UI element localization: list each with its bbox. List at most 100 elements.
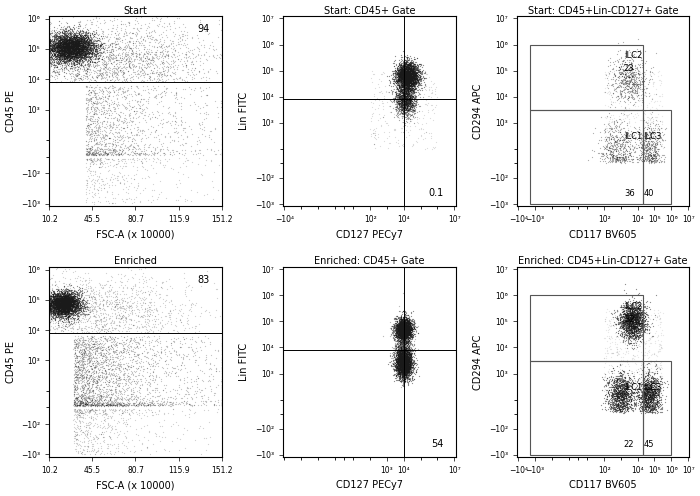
Point: [390, 325, 401, 333]
Point: [211, 150, 222, 158]
Point: [643, 334, 655, 342]
Point: [141, 49, 152, 57]
Point: [402, 359, 414, 367]
Point: [403, 322, 414, 330]
Point: [46, 305, 57, 312]
Point: [117, 401, 128, 409]
Point: [405, 70, 416, 78]
Point: [629, 148, 640, 156]
Point: [50, 304, 62, 312]
Point: [119, 345, 130, 353]
Point: [648, 152, 659, 160]
Point: [408, 72, 419, 80]
Point: [91, 302, 102, 310]
Point: [400, 316, 411, 324]
Point: [74, 397, 85, 405]
Point: [611, 393, 622, 401]
Point: [399, 88, 410, 96]
Point: [398, 82, 409, 90]
Point: [399, 338, 410, 346]
Point: [403, 65, 414, 73]
Point: [626, 109, 637, 117]
Point: [171, 348, 182, 356]
Point: [620, 387, 631, 395]
Point: [88, 400, 99, 408]
Point: [612, 142, 624, 150]
Point: [50, 312, 62, 320]
Point: [401, 359, 412, 367]
Point: [87, 395, 98, 403]
Point: [61, 297, 72, 305]
Point: [398, 326, 409, 334]
Point: [394, 348, 405, 356]
Point: [624, 382, 636, 390]
Point: [399, 328, 410, 336]
Point: [407, 72, 419, 80]
Point: [56, 56, 67, 63]
Point: [76, 53, 88, 61]
Point: [80, 61, 91, 68]
Point: [399, 79, 410, 87]
Point: [402, 72, 413, 80]
Point: [87, 444, 98, 452]
Point: [72, 33, 83, 41]
Point: [91, 395, 102, 403]
Point: [64, 301, 75, 309]
Point: [408, 375, 419, 383]
Point: [62, 50, 74, 58]
Point: [400, 74, 411, 82]
Point: [80, 394, 92, 402]
Point: [58, 58, 69, 65]
Point: [99, 340, 110, 348]
Point: [624, 88, 636, 96]
Point: [69, 396, 80, 404]
Point: [654, 365, 665, 372]
Point: [401, 351, 412, 359]
Point: [64, 314, 76, 322]
Point: [402, 64, 414, 72]
Point: [66, 304, 78, 312]
Point: [101, 145, 112, 153]
Point: [617, 380, 629, 388]
Point: [69, 308, 80, 315]
Point: [96, 322, 107, 330]
Point: [43, 295, 55, 303]
Point: [632, 127, 643, 135]
Point: [397, 318, 408, 326]
Point: [62, 304, 73, 311]
Point: [72, 395, 83, 403]
Point: [201, 76, 212, 84]
Point: [645, 141, 657, 149]
Point: [62, 306, 73, 314]
Point: [69, 411, 80, 419]
Point: [657, 391, 668, 399]
Point: [619, 385, 630, 393]
Point: [395, 332, 406, 340]
Point: [69, 39, 80, 47]
Point: [396, 355, 407, 363]
Point: [73, 374, 84, 382]
Point: [637, 314, 648, 322]
Point: [398, 100, 409, 108]
Point: [398, 324, 409, 332]
Point: [401, 57, 412, 65]
Point: [622, 381, 633, 389]
Point: [640, 399, 652, 407]
Point: [394, 365, 405, 372]
Point: [403, 370, 414, 378]
Point: [63, 304, 74, 311]
Point: [636, 324, 648, 332]
Point: [643, 154, 654, 162]
Point: [46, 317, 57, 325]
Point: [43, 300, 55, 308]
Point: [64, 52, 76, 60]
Point: [186, 347, 197, 355]
Point: [651, 377, 662, 385]
Point: [140, 320, 151, 328]
Point: [160, 51, 172, 59]
Point: [57, 294, 68, 302]
Point: [398, 103, 409, 111]
Point: [403, 76, 414, 84]
Point: [622, 305, 634, 313]
Point: [626, 52, 638, 60]
